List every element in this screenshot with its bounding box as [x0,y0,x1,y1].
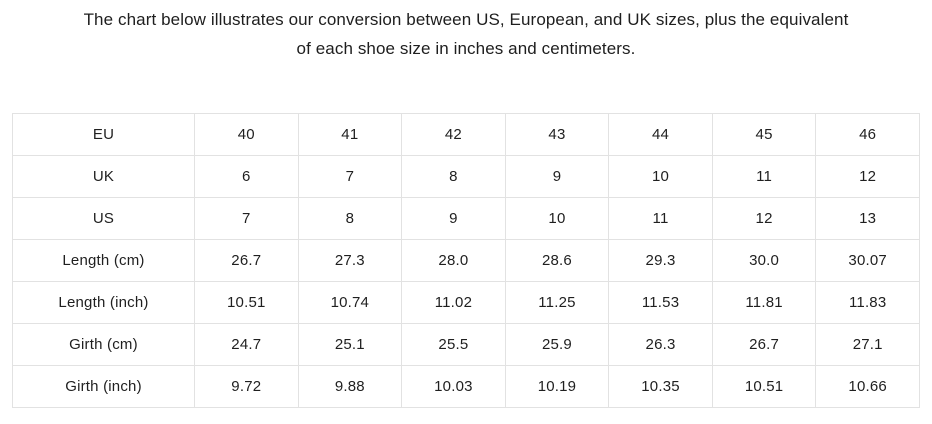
intro-text-line-1: The chart below illustrates our conversi… [83,10,849,29]
table-row-length-cm: Length (cm) 26.7 27.3 28.0 28.6 29.3 30.… [12,239,920,282]
table-row-us: US 7 8 9 10 11 12 13 [12,197,920,240]
size-value-cell: 8 [297,197,403,240]
row-label-cell: Length (inch) [12,281,195,324]
size-value-cell: 11.53 [608,281,713,324]
table-row-length-inch: Length (inch) 10.51 10.74 11.02 11.25 11… [12,281,920,324]
size-value-cell: 29.3 [608,239,713,282]
table-row-uk: UK 6 7 8 9 10 11 12 [12,155,920,198]
size-value-cell: 10.51 [711,365,817,408]
size-value-cell: 25.1 [297,323,403,366]
size-value-cell: 11.02 [401,281,506,324]
size-value-cell: 10 [608,155,713,198]
size-value-cell: 9 [504,155,610,198]
size-value-cell: 10.51 [194,281,299,324]
size-value-cell: 10.66 [815,365,920,408]
size-value-cell: 26.3 [608,323,713,366]
size-value-cell: 28.0 [401,239,506,282]
row-label-cell: UK [12,155,195,198]
size-conversion-table: EU 40 41 42 43 44 45 46 UK 6 7 8 9 10 11… [12,113,920,408]
size-value-cell: 9.72 [194,365,299,408]
size-value-cell: 9.88 [297,365,403,408]
row-label-cell: US [12,197,195,240]
intro-text: The chart below illustrates our conversi… [0,0,932,63]
size-value-cell: 11 [608,197,713,240]
size-value-cell: 13 [815,197,920,240]
size-value-cell: 12 [711,197,817,240]
size-value-cell: 41 [297,113,403,156]
size-value-cell: 10.03 [401,365,506,408]
size-value-cell: 24.7 [194,323,299,366]
size-value-cell: 11.83 [815,281,920,324]
size-value-cell: 7 [194,197,299,240]
size-value-cell: 27.1 [815,323,920,366]
size-value-cell: 44 [608,113,713,156]
table-row-girth-inch: Girth (inch) 9.72 9.88 10.03 10.19 10.35… [12,365,920,408]
size-value-cell: 26.7 [711,323,817,366]
size-value-cell: 25.5 [401,323,506,366]
size-value-cell: 42 [401,113,506,156]
size-value-cell: 7 [297,155,403,198]
row-label-cell: Length (cm) [12,239,195,282]
row-label-cell: EU [12,113,195,156]
size-value-cell: 30.0 [711,239,817,282]
size-value-cell: 10 [504,197,610,240]
size-value-cell: 10.74 [297,281,403,324]
size-value-cell: 27.3 [297,239,403,282]
size-value-cell: 10.35 [608,365,713,408]
size-value-cell: 10.19 [504,365,610,408]
size-value-cell: 46 [815,113,920,156]
table-row-girth-cm: Girth (cm) 24.7 25.1 25.5 25.9 26.3 26.7… [12,323,920,366]
size-value-cell: 11 [711,155,817,198]
row-label-cell: Girth (inch) [12,365,195,408]
size-value-cell: 28.6 [504,239,610,282]
size-value-cell: 25.9 [504,323,610,366]
size-value-cell: 43 [504,113,610,156]
size-value-cell: 9 [401,197,506,240]
size-value-cell: 12 [815,155,920,198]
size-value-cell: 45 [711,113,817,156]
size-value-cell: 11.25 [504,281,610,324]
size-value-cell: 8 [401,155,506,198]
intro-text-line-2: of each shoe size in inches and centimet… [296,39,636,58]
size-value-cell: 6 [194,155,299,198]
row-label-cell: Girth (cm) [12,323,195,366]
table-row-eu: EU 40 41 42 43 44 45 46 [12,113,920,156]
size-conversion-table-body: EU 40 41 42 43 44 45 46 UK 6 7 8 9 10 11… [12,113,920,408]
size-value-cell: 26.7 [194,239,299,282]
size-value-cell: 11.81 [711,281,817,324]
size-value-cell: 30.07 [815,239,920,282]
size-value-cell: 40 [194,113,299,156]
